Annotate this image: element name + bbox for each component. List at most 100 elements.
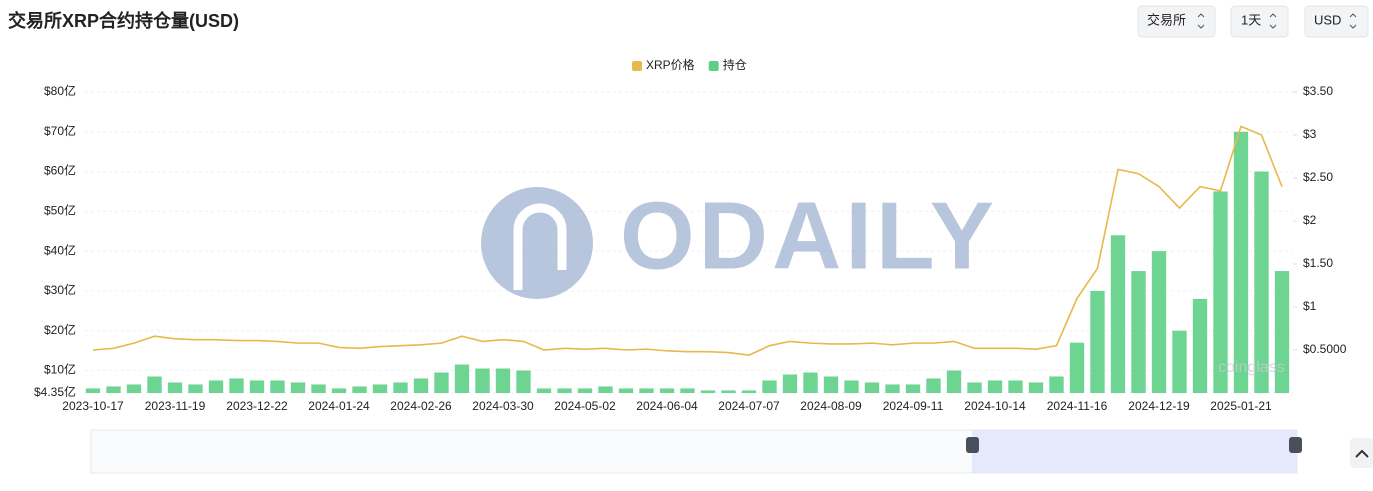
bar — [495, 368, 511, 393]
bar — [372, 384, 388, 393]
watermark-text: ODAILY — [620, 182, 998, 289]
x-tick-label: 2024-12-19 — [1128, 399, 1190, 413]
bar — [434, 372, 449, 393]
bar — [598, 386, 613, 393]
select-label: USD — [1314, 12, 1341, 27]
page-title: 交易所XRP合约持仓量(USD) — [8, 10, 239, 31]
bar — [85, 388, 101, 393]
bar — [1069, 342, 1085, 393]
bar — [1008, 380, 1023, 393]
legend-label: XRP价格 — [646, 57, 695, 72]
y-tick-label: $80亿 — [44, 83, 76, 98]
y-tick-label: $4.35亿 — [34, 384, 76, 399]
x-tick-label: 2024-08-09 — [800, 399, 862, 413]
legend-swatch — [708, 61, 719, 71]
y2-tick-label: $1.50 — [1303, 256, 1333, 270]
x-tick-label: 2023-10-17 — [62, 399, 124, 413]
bar — [946, 370, 962, 393]
legend-swatch — [632, 61, 642, 71]
bar — [331, 388, 347, 393]
x-tick-label: 2024-01-24 — [308, 399, 370, 413]
y2-tick-label: $1 — [1303, 299, 1317, 313]
bar — [823, 376, 839, 393]
bar — [1274, 271, 1290, 393]
scroll-top-button[interactable] — [1350, 438, 1373, 468]
x-tick-label: 2024-03-30 — [472, 399, 534, 413]
bar — [1151, 251, 1167, 393]
bar — [926, 378, 941, 393]
navigator-handle[interactable] — [966, 437, 979, 453]
currency-select[interactable]: USD — [1304, 5, 1369, 38]
bar — [167, 382, 183, 393]
bar — [762, 380, 777, 393]
bar — [229, 378, 244, 393]
bar — [454, 364, 470, 393]
bar — [987, 380, 1003, 393]
bar — [413, 378, 429, 393]
y-tick-label: $10亿 — [44, 362, 76, 377]
bar — [803, 372, 818, 393]
y-tick-label: $70亿 — [44, 123, 76, 138]
bar — [1049, 376, 1064, 393]
scroll-top-icon — [1355, 449, 1369, 458]
bar — [844, 380, 859, 393]
bar — [577, 388, 593, 393]
y-tick-label: $40亿 — [44, 242, 76, 257]
x-tick-label: 2023-12-22 — [226, 399, 288, 413]
navigator-selection[interactable] — [972, 430, 1297, 473]
bar — [680, 388, 695, 393]
bar — [885, 384, 900, 393]
bar — [311, 384, 326, 393]
exchange-select[interactable]: 交易所 — [1137, 5, 1216, 38]
bar — [516, 370, 531, 393]
y2-tick-label: $0.5000 — [1303, 342, 1347, 356]
bar — [741, 390, 757, 393]
x-tick-label: 2023-11-19 — [145, 399, 206, 413]
bar — [639, 388, 654, 393]
bar — [290, 382, 306, 393]
x-tick-label: 2024-11-16 — [1047, 399, 1108, 413]
bar — [1110, 235, 1126, 393]
y2-tick-label: $2 — [1303, 213, 1317, 227]
bar — [270, 380, 285, 393]
x-tick-label: 2025-01-21 — [1210, 399, 1272, 413]
x-tick-label: 2024-07-07 — [718, 399, 780, 413]
y-tick-label: $50亿 — [44, 203, 76, 218]
y2-tick-label: $3 — [1303, 127, 1317, 141]
navigator-handle[interactable] — [1289, 437, 1302, 453]
bar — [536, 388, 552, 393]
bar — [782, 374, 798, 393]
x-tick-label: 2024-02-26 — [390, 399, 452, 413]
bar — [1028, 382, 1044, 393]
bar — [721, 390, 736, 393]
y-tick-label: $30亿 — [44, 282, 76, 297]
bar — [208, 380, 224, 393]
select-label: 1天 — [1241, 12, 1261, 27]
y2-tick-label: $3.50 — [1303, 84, 1333, 98]
interval-select[interactable]: 1天 — [1230, 5, 1289, 38]
bar — [1192, 298, 1208, 393]
watermark: ODAILY coinglass — [481, 182, 1285, 376]
bar — [106, 386, 121, 393]
y-tick-label: $60亿 — [44, 163, 76, 178]
x-tick-label: 2024-05-02 — [554, 399, 616, 413]
bar — [393, 382, 408, 393]
bar — [475, 368, 490, 393]
bar — [557, 388, 572, 393]
bar — [1172, 330, 1187, 393]
bar — [1131, 271, 1146, 393]
bar — [249, 380, 265, 393]
watermark-logo — [481, 187, 593, 299]
y-tick-label: $20亿 — [44, 322, 76, 337]
watermark-text: coinglass — [1218, 359, 1285, 376]
y2-tick-label: $2.50 — [1303, 170, 1333, 184]
legend-label: 持仓 — [723, 57, 747, 72]
bar — [967, 382, 982, 393]
bar — [700, 390, 716, 393]
bar — [126, 384, 142, 393]
bar — [1090, 290, 1105, 393]
x-tick-label: 2024-10-14 — [964, 399, 1026, 413]
bar — [659, 388, 675, 393]
x-tick-label: 2024-09-11 — [883, 399, 944, 413]
